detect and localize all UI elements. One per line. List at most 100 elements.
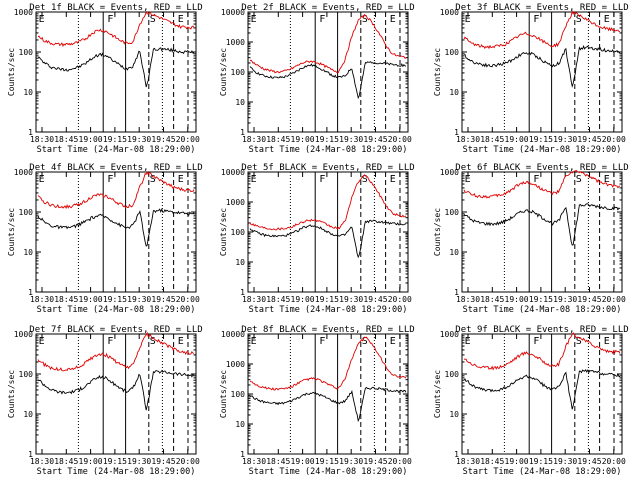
x-tick-label: 18:30 xyxy=(242,457,266,466)
events-series-line xyxy=(463,368,620,410)
y-tick-label: 10 xyxy=(449,248,459,257)
lld-series-line xyxy=(249,336,407,391)
event-marker-label: E xyxy=(251,336,257,347)
event-marker-label: S xyxy=(576,174,582,185)
events-series-line xyxy=(249,386,407,423)
x-tick-label: 19:15 xyxy=(103,457,127,466)
y-tick-label: 1 xyxy=(28,128,33,137)
y-tick-label: 1000 xyxy=(14,330,33,339)
lld-series-line xyxy=(37,171,195,210)
event-marker-label: E xyxy=(178,174,184,185)
x-tick-label: 19:45 xyxy=(363,457,387,466)
event-marker-label: S xyxy=(362,174,368,185)
x-axis-label: Start Time (24-Mar-08 18:29:00) xyxy=(37,145,196,155)
event-marker-label: E xyxy=(178,14,184,25)
lld-series-line xyxy=(249,174,407,231)
event-marker-label: F xyxy=(319,336,325,347)
x-axis-label: Start Time (24-Mar-08 18:29:00) xyxy=(463,305,622,315)
y-tick-label: 10 xyxy=(449,88,459,97)
axes-frame xyxy=(247,333,409,455)
axes-frame xyxy=(461,333,623,455)
event-marker-label: E xyxy=(465,14,471,25)
x-tick-label: 18:45 xyxy=(266,295,290,304)
y-axis-label: Counts/sec xyxy=(433,48,442,96)
y-tick-label: 10000 xyxy=(221,8,245,17)
y-tick-label: 100 xyxy=(19,48,34,57)
x-tick-label: 18:45 xyxy=(480,135,504,144)
y-tick-label: 100 xyxy=(231,390,246,399)
x-tick-label: 19:00 xyxy=(291,135,315,144)
x-tick-label: 18:45 xyxy=(266,135,290,144)
panel-title: Det 8f BLACK = Events, RED = LLD xyxy=(241,325,414,335)
panel-title: Det 7f BLACK = Events, RED = LLD xyxy=(29,325,202,335)
x-tick-label: 19:15 xyxy=(103,135,127,144)
y-tick-label: 100 xyxy=(231,228,246,237)
event-marker-label: E xyxy=(604,336,610,347)
event-marker-label: E xyxy=(390,14,396,25)
event-marker-label: F xyxy=(319,174,325,185)
x-tick-label: 19:30 xyxy=(553,457,577,466)
y-tick-label: 100 xyxy=(19,208,34,217)
x-tick-label: 19:30 xyxy=(339,295,363,304)
x-tick-label: 19:45 xyxy=(363,295,387,304)
axes-frame xyxy=(461,11,623,133)
x-tick-label: 19:15 xyxy=(315,135,339,144)
y-tick-label: 1000 xyxy=(440,8,459,17)
panel-title: Det 1f BLACK = Events, RED = LLD xyxy=(29,3,202,13)
event-marker-label: S xyxy=(576,14,582,25)
event-marker-label: S xyxy=(150,174,156,185)
x-tick-label: 18:30 xyxy=(242,135,266,144)
x-axis-label: Start Time (24-Mar-08 18:29:00) xyxy=(463,145,622,155)
event-marker-label: F xyxy=(107,14,113,25)
event-marker-label: F xyxy=(533,336,539,347)
y-tick-label: 10 xyxy=(449,410,459,419)
y-axis-label: Counts/sec xyxy=(433,208,442,256)
x-tick-label: 19:15 xyxy=(529,295,553,304)
event-marker-label: S xyxy=(150,14,156,25)
event-marker-label: E xyxy=(465,336,471,347)
detector-panel-6: Det 6f BLACK = Events, RED = LLD 1 10 100 10… xyxy=(433,163,629,315)
x-axis-label: Start Time (24-Mar-08 18:29:00) xyxy=(249,305,408,315)
event-marker-label: E xyxy=(604,14,610,25)
x-tick-label: 18:45 xyxy=(54,295,78,304)
x-axis-label: Start Time (24-Mar-08 18:29:00) xyxy=(249,467,408,477)
lld-series-line xyxy=(463,169,621,199)
y-tick-label: 1000 xyxy=(226,38,245,47)
x-tick-label: 19:15 xyxy=(529,457,553,466)
event-marker-label: F xyxy=(533,174,539,185)
panel-title: Det 3f BLACK = Events, RED = LLD xyxy=(455,3,628,13)
detector-panel-1: Det 1f BLACK = Events, RED = LLD 1 10 100 10… xyxy=(7,3,203,155)
lld-series-line xyxy=(463,9,621,50)
detector-panel-9: Det 9f BLACK = Events, RED = LLD 1 10 100 10… xyxy=(433,325,629,477)
x-tick-label: 18:45 xyxy=(480,295,504,304)
x-tick-label: 19:30 xyxy=(553,135,577,144)
event-marker-label: E xyxy=(39,14,45,25)
y-axis-label: Counts/sec xyxy=(7,370,16,418)
y-axis-label: Counts/sec xyxy=(219,370,228,418)
y-tick-label: 10 xyxy=(235,258,245,267)
y-tick-label: 10 xyxy=(235,420,245,429)
panel-title: Det 9f BLACK = Events, RED = LLD xyxy=(455,325,628,335)
event-marker-label: F xyxy=(107,336,113,347)
axes-frame xyxy=(35,11,197,133)
event-marker-label: S xyxy=(362,336,368,347)
y-tick-label: 1 xyxy=(28,450,33,459)
x-tick-label: 18:30 xyxy=(242,295,266,304)
x-tick-label: 19:00 xyxy=(291,457,315,466)
y-tick-label: 1 xyxy=(240,288,245,297)
events-series-line xyxy=(37,47,195,88)
y-tick-label: 100 xyxy=(445,208,460,217)
event-marker-label: E xyxy=(39,174,45,185)
y-tick-label: 10000 xyxy=(221,168,245,177)
y-tick-label: 1 xyxy=(240,450,245,459)
x-tick-label: 19:45 xyxy=(363,135,387,144)
detector-panel-7: Det 7f BLACK = Events, RED = LLD 1 10 100 10… xyxy=(7,325,203,477)
y-axis-label: Counts/sec xyxy=(219,48,228,96)
event-marker-label: E xyxy=(251,174,257,185)
x-tick-label: 20:00 xyxy=(388,135,412,144)
events-series-line xyxy=(37,207,195,247)
detector-panel-8: Det 8f BLACK = Events, RED = LLD 1 10 100 10… xyxy=(219,325,415,477)
y-tick-label: 10000 xyxy=(221,330,245,339)
x-tick-label: 19:00 xyxy=(79,135,103,144)
